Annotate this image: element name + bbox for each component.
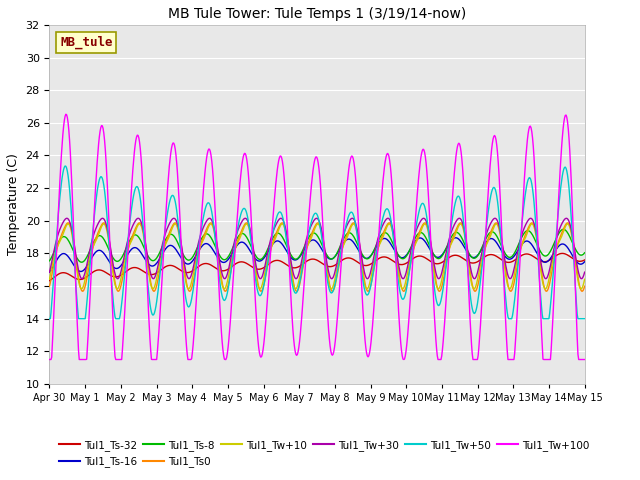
Legend: Tul1_Ts-32, Tul1_Ts-16, Tul1_Ts-8, Tul1_Ts0, Tul1_Tw+10, Tul1_Tw+30, Tul1_Tw+50,: Tul1_Ts-32, Tul1_Ts-16, Tul1_Ts-8, Tul1_… — [54, 436, 594, 471]
Y-axis label: Temperature (C): Temperature (C) — [7, 154, 20, 255]
Title: MB Tule Tower: Tule Temps 1 (3/19/14-now): MB Tule Tower: Tule Temps 1 (3/19/14-now… — [168, 7, 466, 21]
Text: MB_tule: MB_tule — [60, 36, 113, 49]
